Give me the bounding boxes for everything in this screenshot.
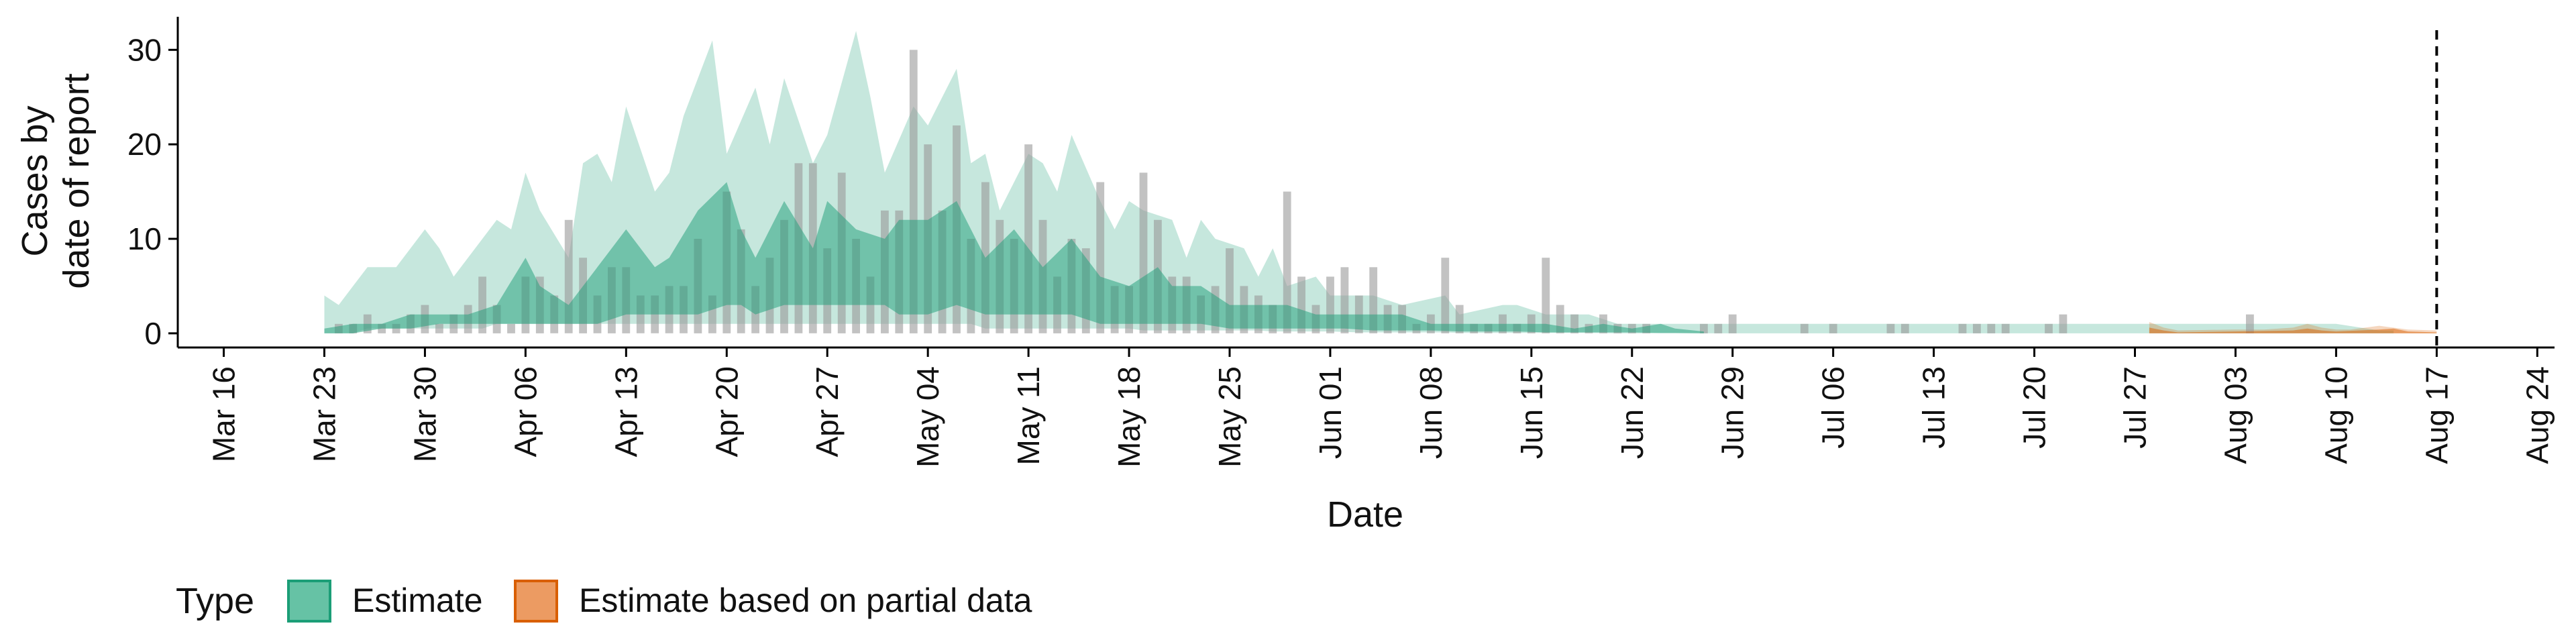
reported-cases-bar: [435, 323, 443, 333]
reported-cases-bar: [1340, 267, 1349, 333]
x-tick-label: Mar 23: [307, 366, 342, 462]
reported-cases-bar: [1326, 276, 1334, 333]
reported-cases-bar: [1369, 267, 1378, 333]
reported-cases-bar: [507, 323, 515, 333]
reported-cases-bar: [1354, 295, 1363, 333]
legend-key-partial: [514, 580, 558, 623]
x-tick-label: Jul 06: [1816, 366, 1851, 449]
reported-cases-bar: [564, 219, 573, 333]
x-tick-label: Aug 24: [2520, 366, 2555, 464]
y-tick-label: 30: [127, 32, 162, 67]
x-tick-label: Jul 13: [1917, 366, 1951, 449]
x-tick-label: Apr 27: [810, 366, 845, 458]
reported-cases-bar: [1455, 305, 1464, 333]
x-tick-label: Mar 30: [407, 366, 442, 462]
reported-cases-bar: [1599, 314, 1607, 333]
x-tick-label: Apr 20: [709, 366, 744, 458]
reported-cases-bar: [1542, 258, 1550, 333]
reported-cases-bar: [2001, 323, 2010, 333]
reported-cases-bar: [478, 276, 486, 333]
reported-cases-bar: [1024, 144, 1032, 333]
reported-cases-bar: [708, 295, 716, 333]
y-axis-ticks: 0 10 20 30: [127, 32, 178, 351]
y-axis-title-line-2: date of report: [56, 73, 97, 288]
reported-cases-bar: [392, 323, 400, 333]
reported-cases-bar: [808, 163, 817, 333]
reported-cases-bar: [1297, 276, 1305, 333]
reported-cases-bar: [2059, 314, 2068, 333]
reported-cases-bar: [1226, 248, 1234, 333]
x-tick-label: Apr 06: [508, 366, 543, 458]
reported-cases-bar: [1570, 314, 1578, 333]
legend-label-estimate: Estimate: [352, 582, 483, 619]
x-tick-label: Aug 03: [2218, 366, 2253, 464]
x-axis-ticks: Mar 16 Mar 23 Mar 30 Apr 06 Apr 13 Apr 20 Apr …: [207, 347, 2555, 468]
legend-label-partial: Estimate based on partial data: [579, 582, 1032, 619]
reported-cases-bar: [2045, 323, 2053, 333]
reported-cases-bar: [1900, 323, 1909, 333]
legend-key-estimate: [287, 580, 331, 623]
x-tick-label: May 11: [1011, 366, 1046, 465]
x-tick-label: Jun 29: [1715, 366, 1750, 459]
reported-cases-bar: [1728, 314, 1737, 333]
y-axis-title-line-1: Cases by: [15, 105, 55, 256]
reported-cases-bar: [1556, 305, 1564, 333]
axes: [176, 17, 2555, 349]
reported-cases-bar: [1139, 172, 1148, 333]
x-tick-label: Jun 08: [1413, 366, 1448, 459]
reported-cases-bar: [1829, 323, 1837, 333]
x-tick-label: Jun 22: [1615, 366, 1650, 459]
reported-cases-bar: [1973, 323, 1981, 333]
legend: Type Estimate Estimate based on partial …: [176, 580, 1032, 623]
x-tick-label: May 18: [1112, 366, 1146, 468]
reported-cases-bar: [909, 50, 918, 333]
x-axis-title: Date: [1327, 494, 1403, 535]
reported-cases-bar: [1700, 323, 1708, 333]
y-tick-label: 0: [144, 316, 162, 351]
x-tick-label: Jun 01: [1313, 366, 1348, 459]
x-tick-label: Mar 16: [207, 366, 241, 462]
reported-cases-bar: [1441, 258, 1450, 333]
legend-title: Type: [176, 581, 254, 621]
x-tick-label: Apr 13: [608, 366, 643, 458]
reported-cases-bar: [866, 276, 875, 333]
x-tick-label: Aug 10: [2318, 366, 2353, 464]
reported-cases-bar: [1958, 323, 1967, 333]
plot-area: [324, 30, 2438, 347]
x-tick-label: Aug 17: [2419, 366, 2454, 464]
reported-cases-bar: [1096, 182, 1105, 333]
x-tick-label: Jul 27: [2118, 366, 2153, 449]
reported-cases-bar: [378, 323, 386, 333]
reported-cases-bar: [1886, 323, 1895, 333]
x-tick-label: Jul 20: [2017, 366, 2052, 449]
reported-cases-bar: [1283, 191, 1291, 333]
reported-cases-bar: [1714, 323, 1723, 333]
y-tick-label: 10: [127, 221, 162, 256]
estimate-band-inner: [324, 182, 1704, 333]
reported-cases-bar: [1987, 323, 1996, 333]
reported-cases-bar: [449, 314, 458, 333]
x-tick-label: May 25: [1212, 366, 1247, 468]
y-tick-label: 20: [127, 127, 162, 162]
x-tick-label: May 04: [910, 366, 945, 468]
x-tick-label: Jun 15: [1514, 366, 1549, 459]
reported-cases-bar: [1800, 323, 1809, 333]
reported-cases-bar: [2246, 314, 2254, 333]
partial-estimate-band-inner: [2149, 327, 2437, 333]
